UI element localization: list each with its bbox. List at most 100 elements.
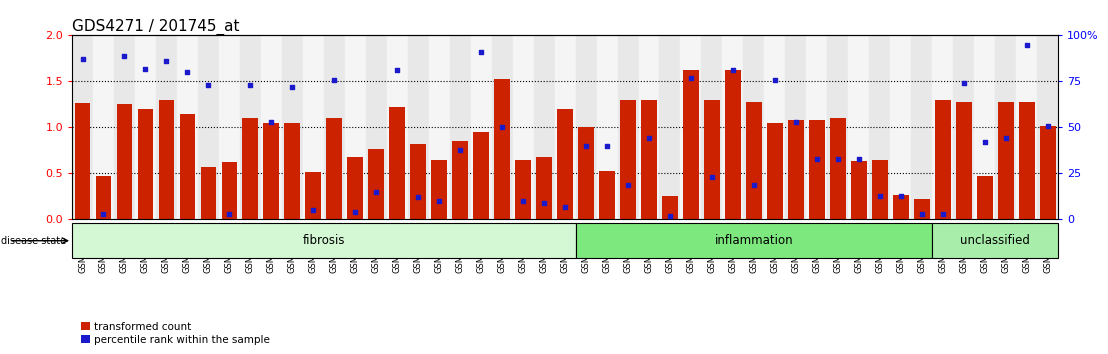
Bar bbox=[93, 35, 114, 219]
Bar bbox=[492, 35, 513, 219]
Bar bbox=[219, 35, 239, 219]
Bar bbox=[575, 35, 596, 219]
Bar bbox=[114, 35, 135, 219]
Bar bbox=[1037, 35, 1058, 219]
Point bbox=[976, 139, 994, 145]
Point bbox=[368, 189, 386, 195]
Bar bbox=[977, 176, 993, 219]
Bar bbox=[72, 35, 93, 219]
Bar bbox=[659, 35, 680, 219]
Bar bbox=[431, 160, 447, 219]
Bar bbox=[494, 79, 510, 219]
Bar bbox=[95, 176, 112, 219]
Point bbox=[409, 195, 427, 200]
Bar bbox=[870, 35, 891, 219]
Point bbox=[577, 143, 595, 149]
Text: inflammation: inflammation bbox=[715, 234, 793, 247]
Bar bbox=[366, 35, 387, 219]
Point bbox=[73, 57, 91, 62]
Bar bbox=[450, 35, 471, 219]
Bar bbox=[555, 35, 575, 219]
Point bbox=[326, 77, 343, 82]
Bar bbox=[156, 35, 177, 219]
Bar bbox=[348, 157, 363, 219]
Bar bbox=[893, 195, 909, 219]
Bar bbox=[345, 35, 366, 219]
Point bbox=[1039, 123, 1057, 129]
Bar bbox=[642, 100, 657, 219]
Bar bbox=[746, 102, 762, 219]
Point bbox=[157, 58, 175, 64]
Bar bbox=[932, 35, 953, 219]
Point bbox=[535, 200, 553, 206]
Text: GDS4271 / 201745_at: GDS4271 / 201745_at bbox=[72, 19, 239, 35]
Bar bbox=[429, 35, 450, 219]
Bar bbox=[327, 118, 342, 219]
Point bbox=[640, 136, 658, 141]
Bar bbox=[872, 160, 888, 219]
Legend: transformed count, percentile rank within the sample: transformed count, percentile rank withi… bbox=[78, 317, 274, 349]
Bar bbox=[72, 223, 575, 258]
Bar bbox=[137, 109, 153, 219]
Bar bbox=[285, 123, 300, 219]
Bar bbox=[786, 35, 807, 219]
Bar bbox=[471, 35, 492, 219]
Bar bbox=[201, 167, 216, 219]
Bar bbox=[596, 35, 617, 219]
Point bbox=[850, 156, 868, 161]
Bar bbox=[243, 118, 258, 219]
Bar bbox=[515, 160, 531, 219]
Bar bbox=[995, 35, 1016, 219]
Point bbox=[472, 49, 490, 55]
Bar bbox=[743, 35, 765, 219]
Point bbox=[242, 82, 259, 88]
Bar bbox=[828, 35, 849, 219]
Bar bbox=[809, 120, 824, 219]
Point bbox=[913, 211, 931, 217]
Bar bbox=[177, 35, 198, 219]
Bar bbox=[557, 109, 573, 219]
Bar bbox=[1018, 102, 1035, 219]
Bar bbox=[765, 35, 786, 219]
Text: disease state: disease state bbox=[1, 236, 66, 246]
Point bbox=[683, 75, 700, 81]
Point bbox=[955, 80, 973, 86]
Bar bbox=[534, 35, 555, 219]
Point bbox=[598, 143, 616, 149]
Bar bbox=[368, 149, 384, 219]
Bar bbox=[410, 144, 427, 219]
Bar bbox=[302, 35, 324, 219]
Bar bbox=[473, 132, 489, 219]
Bar bbox=[974, 35, 995, 219]
Bar bbox=[575, 223, 932, 258]
Point bbox=[1018, 42, 1036, 47]
Point bbox=[934, 211, 952, 217]
Bar bbox=[767, 123, 782, 219]
Bar bbox=[663, 196, 678, 219]
Bar bbox=[891, 35, 911, 219]
Bar bbox=[599, 171, 615, 219]
Bar bbox=[788, 120, 803, 219]
Bar bbox=[1039, 126, 1056, 219]
Bar bbox=[306, 172, 321, 219]
Bar bbox=[914, 199, 930, 219]
Bar bbox=[725, 70, 741, 219]
Bar bbox=[387, 35, 408, 219]
Bar bbox=[222, 162, 237, 219]
Bar bbox=[260, 35, 281, 219]
Text: fibrosis: fibrosis bbox=[302, 234, 345, 247]
Point bbox=[115, 53, 133, 58]
Text: unclassified: unclassified bbox=[961, 234, 1030, 247]
Point bbox=[892, 193, 910, 198]
Bar bbox=[135, 35, 156, 219]
Point bbox=[787, 119, 804, 125]
Point bbox=[493, 125, 511, 130]
Bar bbox=[264, 123, 279, 219]
Point bbox=[284, 84, 301, 90]
Bar bbox=[935, 100, 951, 219]
Point bbox=[745, 182, 762, 187]
Bar bbox=[281, 35, 302, 219]
Point bbox=[997, 136, 1015, 141]
Point bbox=[556, 204, 574, 210]
Bar bbox=[578, 127, 594, 219]
